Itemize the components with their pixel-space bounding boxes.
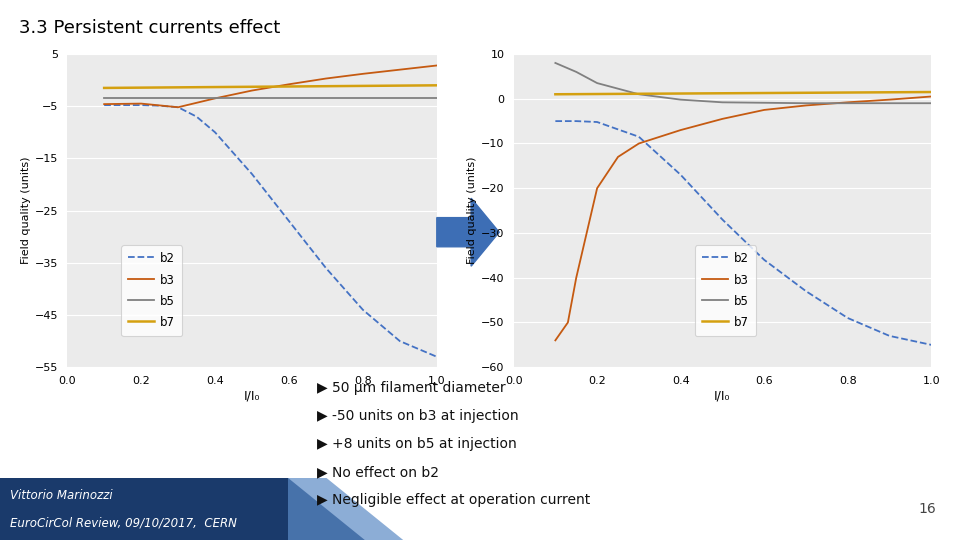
b2 [357, 307, 369, 313]
b3 [431, 62, 443, 69]
b3 [612, 154, 624, 160]
b2 [716, 217, 728, 223]
b2 [283, 218, 295, 224]
b2 [758, 256, 770, 263]
b5 [549, 60, 561, 66]
Legend: b2, b3, b5, b7: b2, b3, b5, b7 [121, 245, 182, 336]
b3 [98, 101, 109, 107]
b2 [842, 315, 853, 321]
b2 [98, 102, 109, 109]
b3 [716, 116, 728, 122]
Text: ▶ Negligible effect at operation current: ▶ Negligible effect at operation current [317, 493, 590, 507]
Line: b2: b2 [555, 121, 931, 345]
Polygon shape [288, 478, 403, 540]
b2 [591, 119, 603, 125]
b2 [246, 171, 257, 177]
Polygon shape [437, 198, 499, 266]
b3 [675, 127, 686, 133]
b2 [135, 102, 147, 109]
Line: b3: b3 [555, 97, 931, 340]
b2 [191, 113, 203, 120]
b5 [925, 100, 937, 106]
b3 [209, 95, 221, 102]
b2 [154, 103, 165, 109]
Line: b2: b2 [104, 105, 437, 357]
b5 [570, 69, 582, 75]
b5 [800, 100, 811, 106]
b3 [135, 100, 147, 107]
b2 [395, 338, 406, 345]
Text: ▶ +8 units on b5 at injection: ▶ +8 units on b5 at injection [317, 437, 516, 451]
X-axis label: I/I₀: I/I₀ [244, 389, 260, 402]
b3 [925, 93, 937, 100]
b5 [634, 91, 645, 98]
Line: b5: b5 [555, 63, 931, 103]
b2 [549, 118, 561, 124]
b3 [800, 102, 811, 109]
Y-axis label: Field quality (units): Field quality (units) [467, 157, 477, 265]
Line: b3: b3 [104, 65, 437, 107]
b3 [842, 99, 853, 105]
b3 [395, 66, 406, 73]
Text: 3.3 Persistent currents effect: 3.3 Persistent currents effect [19, 19, 280, 37]
b2 [634, 133, 645, 140]
b2 [431, 354, 443, 360]
b2 [117, 102, 129, 109]
b5 [675, 97, 686, 103]
b2 [925, 342, 937, 348]
Text: Vittorio Marinozzi: Vittorio Marinozzi [10, 489, 112, 502]
b3 [583, 221, 594, 227]
b2 [173, 104, 184, 111]
Y-axis label: Field quality (units): Field quality (units) [20, 157, 31, 265]
Text: ▶ No effect on b2: ▶ No effect on b2 [317, 465, 439, 479]
Text: ▶ -50 units on b3 at injection: ▶ -50 units on b3 at injection [317, 409, 518, 423]
b3 [883, 97, 895, 103]
b5 [716, 99, 728, 105]
b3 [563, 319, 574, 326]
b2 [209, 129, 221, 136]
b2 [675, 172, 686, 178]
Text: ▶ 50 μm filament diameter: ▶ 50 μm filament diameter [317, 381, 505, 395]
b5 [591, 80, 603, 86]
Text: 16: 16 [919, 502, 936, 516]
Polygon shape [0, 478, 365, 540]
b3 [357, 71, 369, 77]
b2 [800, 288, 811, 294]
b3 [246, 87, 257, 94]
Text: EuroCirCol Review, 09/10/2017,  CERN: EuroCirCol Review, 09/10/2017, CERN [10, 516, 236, 529]
b3 [321, 75, 332, 82]
b3 [634, 140, 645, 147]
b3 [758, 107, 770, 113]
b3 [549, 337, 561, 343]
b2 [883, 333, 895, 339]
b3 [173, 104, 184, 111]
b2 [321, 265, 332, 271]
b2 [570, 118, 582, 124]
b3 [591, 185, 603, 192]
X-axis label: I/I₀: I/I₀ [714, 389, 731, 402]
b3 [570, 274, 582, 281]
Legend: b2, b3, b5, b7: b2, b3, b5, b7 [695, 245, 756, 336]
b3 [283, 81, 295, 87]
